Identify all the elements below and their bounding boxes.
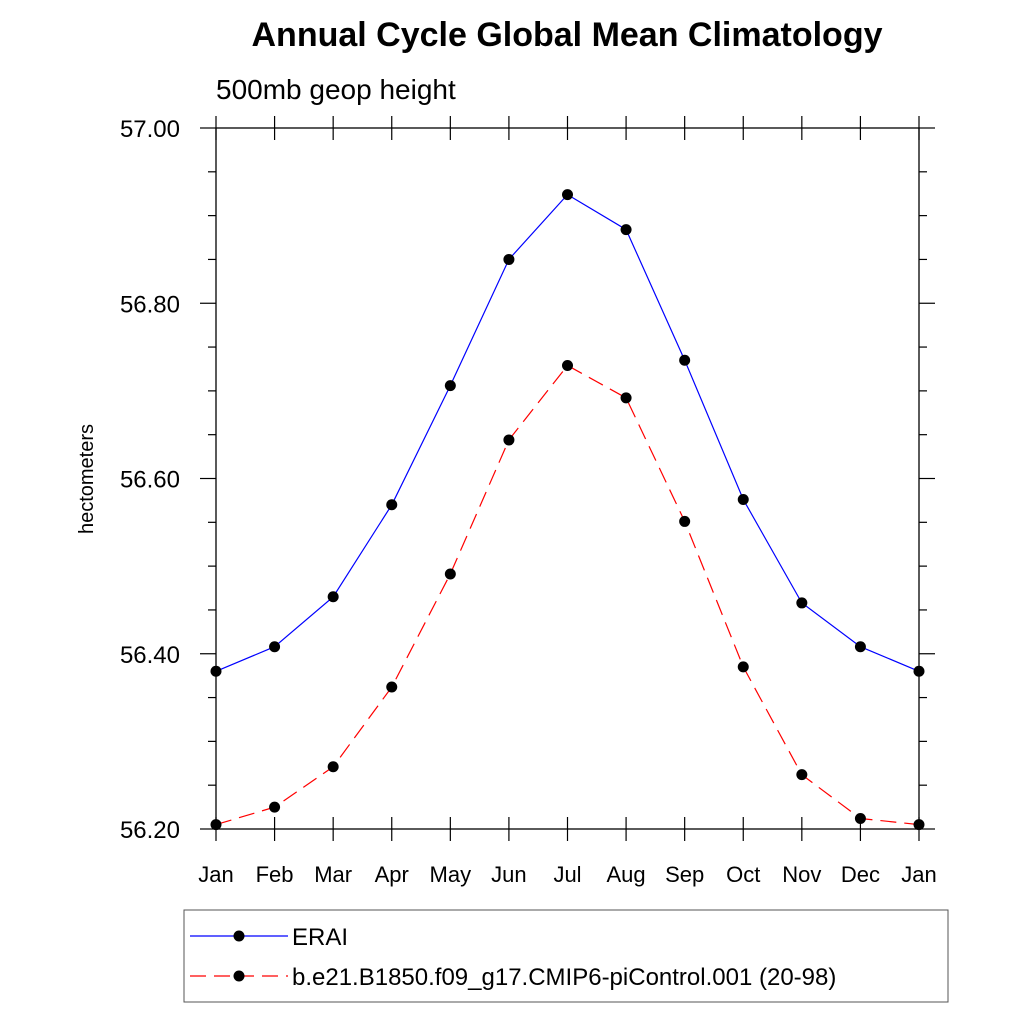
- data-point: [386, 499, 398, 511]
- data-point: [562, 359, 573, 371]
- x-tick-label: Feb: [256, 862, 294, 887]
- legend-marker-0: [233, 930, 245, 942]
- series-line-0: [215, 193, 920, 672]
- data-point: [562, 189, 573, 201]
- x-tick-label: Dec: [841, 862, 880, 887]
- data-point: [796, 597, 808, 609]
- x-tick-label: Oct: [726, 862, 760, 887]
- legend-label-0: ERAI: [292, 924, 348, 951]
- y-tick-label: 56.80: [120, 291, 180, 318]
- x-tick-label: Jan: [901, 862, 936, 887]
- data-point: [620, 224, 632, 236]
- axis-ticks: [200, 116, 935, 841]
- plot-frame: [215, 127, 920, 830]
- chart-title: Annual Cycle Global Mean Climatology: [252, 16, 883, 54]
- data-point: [679, 515, 691, 527]
- data-point: [327, 761, 339, 773]
- data-point: [796, 769, 808, 781]
- x-tick-label: Sep: [665, 862, 704, 887]
- data-point: [386, 681, 398, 693]
- y-tick-label: 56.20: [120, 817, 180, 844]
- data-point: [503, 253, 515, 265]
- chart-subtitle: 500mb geop height: [216, 74, 456, 105]
- y-tick-label: 57.00: [120, 116, 180, 143]
- x-tick-label: Mar: [314, 862, 352, 887]
- x-tick-label: Jul: [553, 862, 581, 887]
- x-tick-label: Jan: [198, 862, 233, 887]
- x-tick-label: Aug: [607, 862, 646, 887]
- data-point: [269, 801, 281, 813]
- data-point: [913, 819, 925, 831]
- x-tick-label: Nov: [782, 862, 821, 887]
- legend-label-1: b.e21.B1850.f09_g17.CMIP6-piControl.001 …: [292, 964, 836, 991]
- data-point: [444, 568, 456, 580]
- data-point: [210, 665, 222, 677]
- series-layer: [210, 189, 925, 831]
- y-tick-labels: 56.20 56.40 56.60 56.80 57.00: [120, 116, 180, 844]
- data-point: [327, 591, 339, 603]
- legend-box: [183, 909, 949, 1003]
- data-point: [854, 812, 866, 824]
- data-point: [503, 434, 515, 446]
- data-point: [269, 641, 281, 653]
- x-tick-label: Apr: [375, 862, 409, 887]
- legend-marker-1: [233, 970, 245, 982]
- data-point: [737, 661, 749, 673]
- legend: ERAI b.e21.B1850.f09_g17.CMIP6-piControl.…: [190, 924, 836, 991]
- data-point: [854, 641, 866, 653]
- y-axis-label: hectometers: [76, 424, 98, 534]
- y-tick-label: 56.40: [120, 642, 180, 669]
- data-point: [210, 819, 222, 831]
- data-point: [679, 354, 691, 366]
- series-line-1: [215, 364, 920, 826]
- data-point: [913, 665, 925, 677]
- data-point: [444, 380, 456, 392]
- y-tick-label: 56.60: [120, 467, 180, 494]
- x-tick-labels: Jan Feb Mar Apr May Jun Jul Aug Sep Oct Nov Dec Jan: [198, 862, 936, 887]
- data-point: [737, 494, 749, 506]
- x-tick-label: May: [430, 862, 472, 887]
- x-tick-label: Jun: [491, 862, 526, 887]
- data-point: [620, 392, 632, 404]
